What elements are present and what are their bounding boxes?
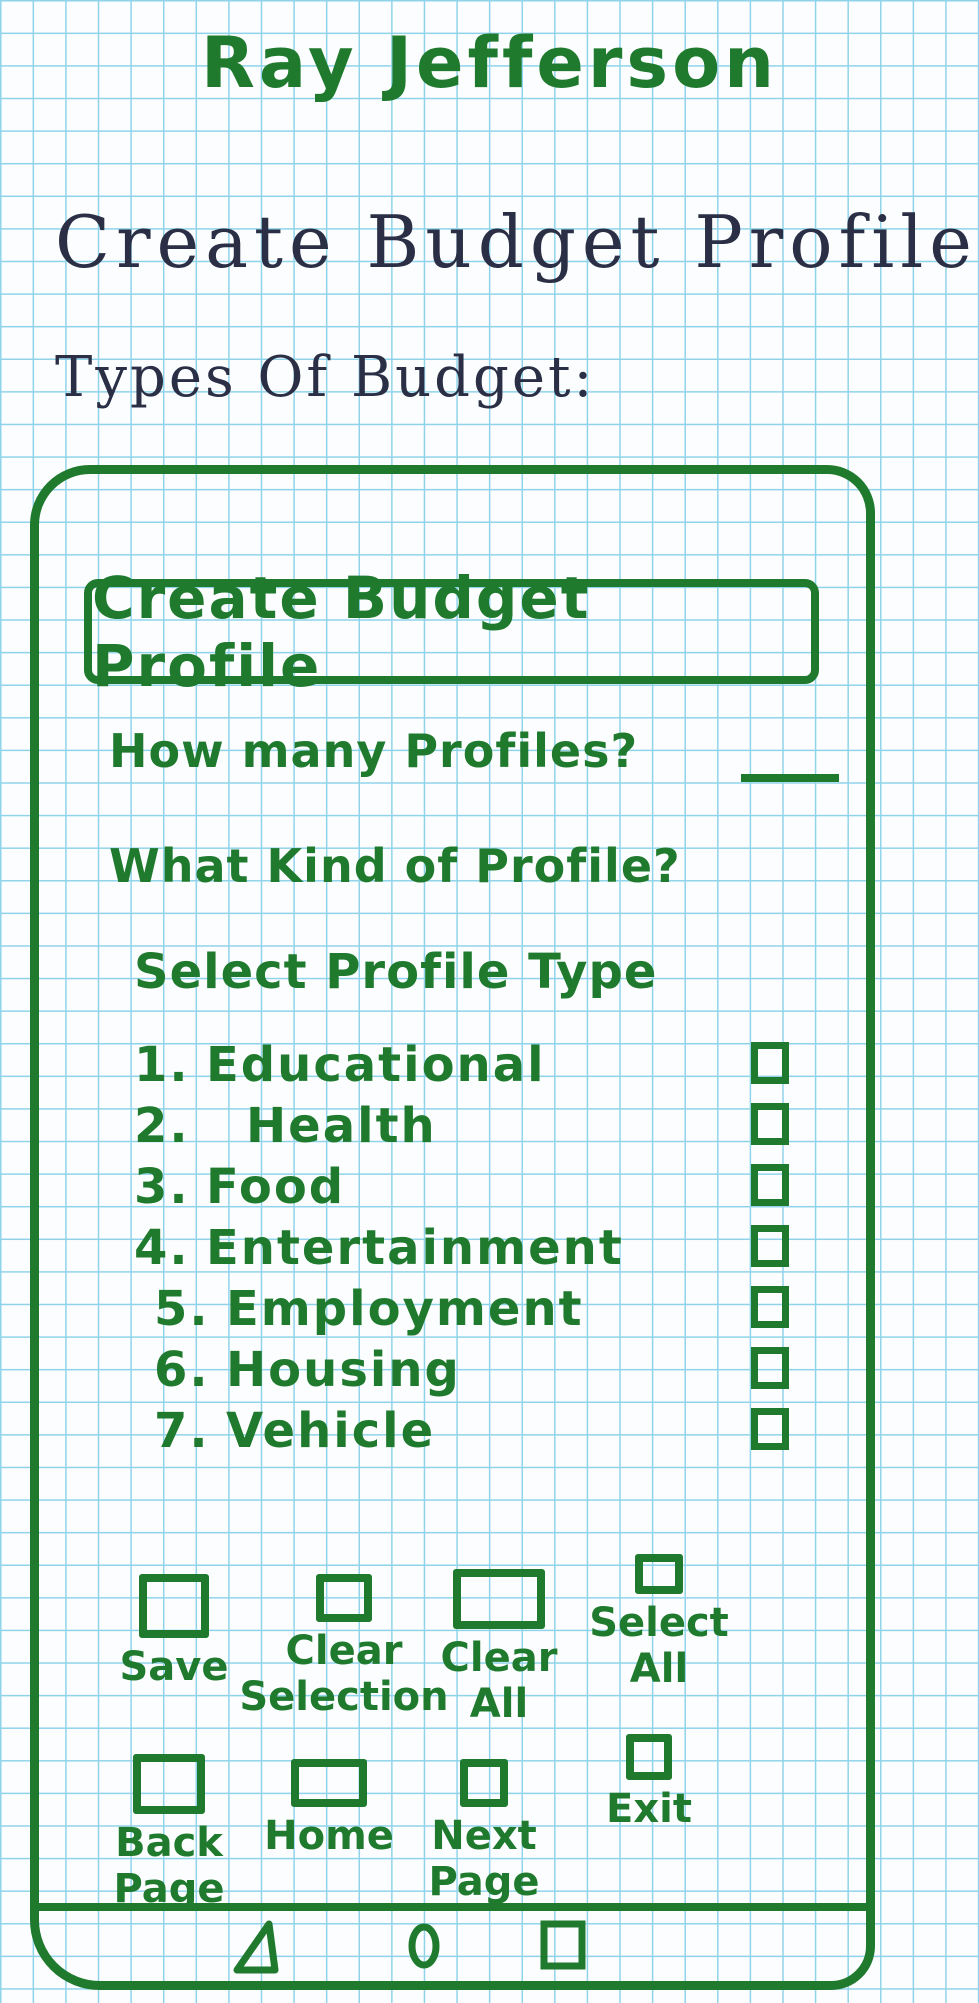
list-item-housing: 6. Housing bbox=[134, 1339, 789, 1400]
list-item-label: Employment bbox=[226, 1280, 584, 1337]
question-profile-count: How many Profiles? bbox=[109, 724, 639, 778]
clear-all-button-icon bbox=[453, 1569, 545, 1629]
page-heading: Create Budget Profile bbox=[55, 200, 978, 284]
next-page-button-icon bbox=[460, 1759, 508, 1807]
checkbox-educational[interactable] bbox=[751, 1042, 789, 1084]
clear-all-button-label: Clear All bbox=[440, 1635, 558, 1727]
list-item-number: 5. bbox=[154, 1280, 210, 1337]
list-item-label: Housing bbox=[226, 1341, 461, 1398]
phone-frame: Create Budget Profile How many Profiles?… bbox=[30, 465, 875, 1990]
list-item-label: Vehicle bbox=[226, 1402, 436, 1459]
author-name: Ray Jefferson bbox=[201, 22, 778, 104]
clear-selection-button-icon bbox=[316, 1574, 372, 1622]
checkbox-food[interactable] bbox=[751, 1164, 789, 1206]
checkbox-health[interactable] bbox=[751, 1103, 789, 1145]
list-item-vehicle: 7. Vehicle bbox=[134, 1400, 789, 1461]
back-triangle-icon[interactable] bbox=[229, 1916, 289, 1976]
clear-selection-button[interactable]: Clear Selection bbox=[239, 1574, 449, 1720]
checkbox-vehicle[interactable] bbox=[751, 1408, 789, 1450]
checkbox-housing[interactable] bbox=[751, 1347, 789, 1389]
clear-all-button[interactable]: Clear All bbox=[434, 1569, 564, 1727]
list-item-number: 4. bbox=[134, 1219, 190, 1276]
system-nav-bar bbox=[39, 1903, 866, 1911]
checkbox-employment[interactable] bbox=[751, 1286, 789, 1328]
list-item-number: 3. bbox=[134, 1158, 190, 1215]
checkbox-entertainment[interactable] bbox=[751, 1225, 789, 1267]
list-item-educational: 1. Educational bbox=[134, 1034, 789, 1095]
select-profile-type-label: Select Profile Type bbox=[134, 944, 658, 1000]
list-item-food: 3. Food bbox=[134, 1156, 789, 1217]
list-item-number: 6. bbox=[154, 1341, 210, 1398]
recents-square-icon[interactable] bbox=[534, 1916, 594, 1976]
next-page-button-label: Next Page bbox=[428, 1813, 540, 1905]
select-all-button-label: Select All bbox=[589, 1600, 729, 1692]
list-item-number: 7. bbox=[154, 1402, 210, 1459]
list-item-label: Educational bbox=[206, 1036, 546, 1093]
home-button[interactable]: Home bbox=[259, 1759, 399, 1859]
page-subheading: Types Of Budget: bbox=[55, 345, 596, 410]
next-page-button[interactable]: Next Page bbox=[419, 1759, 549, 1905]
exit-button[interactable]: Exit bbox=[584, 1734, 714, 1832]
list-item-number: 2. bbox=[134, 1097, 190, 1154]
home-button-icon bbox=[291, 1759, 367, 1807]
exit-button-icon bbox=[626, 1734, 672, 1780]
profile-count-input[interactable] bbox=[741, 774, 839, 782]
save-button-icon bbox=[139, 1574, 209, 1638]
select-all-button[interactable]: Select All bbox=[589, 1554, 729, 1692]
question-profile-kind: What Kind of Profile? bbox=[109, 839, 681, 893]
list-item-label: Health bbox=[246, 1097, 437, 1154]
list-item-label: Entertainment bbox=[206, 1219, 624, 1276]
back-page-button-label: Back Page bbox=[113, 1820, 225, 1912]
list-item-employment: 5. Employment bbox=[134, 1278, 789, 1339]
select-all-button-icon bbox=[635, 1554, 683, 1594]
list-item-label: Food bbox=[206, 1158, 346, 1215]
save-button[interactable]: Save bbox=[109, 1574, 239, 1690]
back-page-button[interactable]: Back Page bbox=[104, 1754, 234, 1912]
back-page-button-icon bbox=[133, 1754, 205, 1814]
list-item-entertainment: 4. Entertainment bbox=[134, 1217, 789, 1278]
save-button-label: Save bbox=[119, 1644, 229, 1690]
list-item-number: 1. bbox=[134, 1036, 190, 1093]
profile-type-list: 1. Educational 2. Health 3. Food 4. Ente… bbox=[134, 1034, 789, 1461]
home-button-label: Home bbox=[264, 1813, 394, 1859]
app-title: Create Budget Profile bbox=[84, 564, 819, 700]
exit-button-label: Exit bbox=[606, 1786, 692, 1832]
clear-selection-button-label: Clear Selection bbox=[239, 1628, 449, 1720]
home-circle-icon[interactable] bbox=[394, 1916, 454, 1976]
list-item-health: 2. Health bbox=[134, 1095, 789, 1156]
